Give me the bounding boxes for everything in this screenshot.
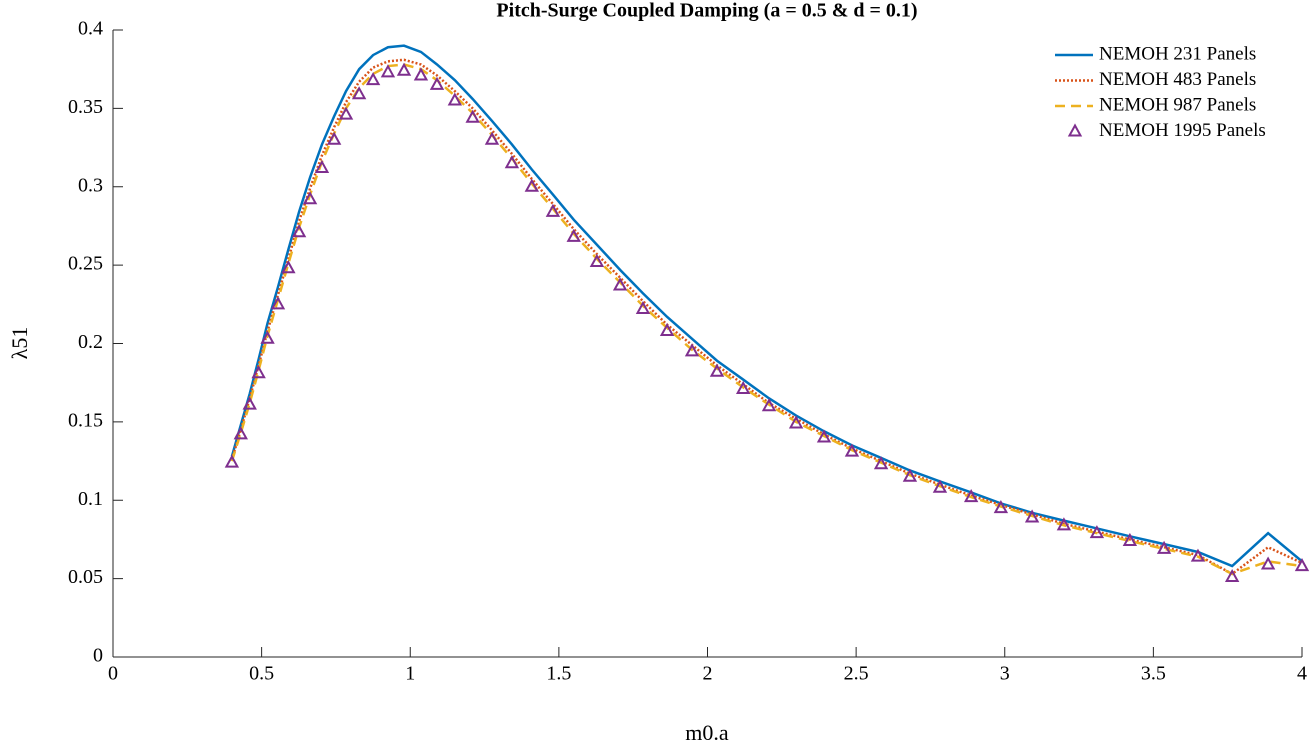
marker (326, 131, 342, 145)
marker (1190, 548, 1206, 562)
marker (589, 253, 605, 267)
x-tick-label: 2.5 (844, 663, 869, 685)
legend-label: NEMOH 987 Panels (1099, 94, 1256, 115)
y-tick-label: 0.15 (68, 409, 103, 431)
marker (545, 203, 561, 217)
x-tick-label: 3.5 (1141, 663, 1166, 685)
marker (302, 191, 318, 205)
series-line (230, 58, 1303, 576)
marker (735, 380, 751, 394)
marker (709, 363, 725, 377)
y-axis-label: λ51 (7, 327, 32, 360)
x-axis-label: m0.a (685, 720, 729, 745)
marker (1156, 540, 1172, 554)
marker (338, 106, 354, 120)
series-line (230, 44, 1303, 568)
y-tick-label: 0 (93, 645, 103, 667)
x-tick-label: 0.5 (249, 663, 274, 685)
marker (932, 479, 948, 493)
marker (844, 443, 860, 457)
x-tick-label: 2 (703, 663, 713, 685)
y-tick-label: 0.1 (78, 488, 103, 510)
chart-title: Pitch-Surge Coupled Damping (a = 0.5 & d… (496, 0, 917, 22)
marker (684, 343, 700, 357)
marker (902, 468, 918, 482)
legend-label: NEMOH 483 Panels (1099, 69, 1256, 90)
y-tick-label: 0.4 (78, 18, 103, 40)
y-tick-label: 0.25 (68, 253, 103, 275)
x-tick-label: 1 (405, 663, 415, 685)
marker (281, 260, 296, 274)
marker (396, 62, 412, 76)
marker (447, 92, 463, 106)
marker (788, 415, 804, 429)
marker (566, 228, 581, 242)
marker (291, 224, 307, 238)
marker (380, 64, 396, 78)
marker (224, 454, 240, 468)
legend-label: NEMOH 231 Panels (1099, 43, 1256, 64)
marker (251, 365, 266, 379)
marker (1089, 525, 1105, 539)
x-tick-label: 3 (1000, 663, 1010, 685)
y-tick-label: 0.35 (68, 96, 103, 118)
marker (993, 500, 1009, 514)
marker (465, 109, 480, 123)
marker (314, 159, 330, 173)
series-line (230, 63, 1303, 576)
marker (484, 131, 500, 145)
legend-marker (1067, 123, 1083, 137)
marker (816, 429, 832, 443)
marker (242, 396, 257, 410)
marker (1056, 517, 1072, 531)
y-tick-label: 0.2 (78, 331, 103, 353)
marker (1224, 568, 1240, 583)
legend-label: NEMOH 1995 Panels (1099, 120, 1266, 141)
y-tick-label: 0.05 (68, 566, 103, 588)
marker (1024, 509, 1040, 523)
marker (612, 277, 628, 291)
marker (413, 67, 429, 81)
marker (260, 330, 275, 344)
y-tick-label: 0.3 (78, 174, 103, 196)
marker (429, 76, 445, 90)
marker (1260, 556, 1276, 570)
marker (873, 456, 889, 470)
marker (761, 398, 777, 412)
marker (233, 426, 249, 440)
x-tick-label: 1.5 (546, 663, 571, 685)
marker (351, 86, 367, 100)
marker (270, 296, 286, 310)
marker (659, 322, 675, 336)
marker (504, 155, 520, 169)
marker (524, 178, 540, 192)
x-tick-label: 4 (1297, 663, 1307, 685)
x-tick-label: 0 (108, 663, 118, 685)
marker (963, 489, 979, 503)
marker (365, 72, 381, 86)
marker (1122, 532, 1138, 547)
marker (1294, 558, 1310, 572)
marker (635, 300, 651, 315)
